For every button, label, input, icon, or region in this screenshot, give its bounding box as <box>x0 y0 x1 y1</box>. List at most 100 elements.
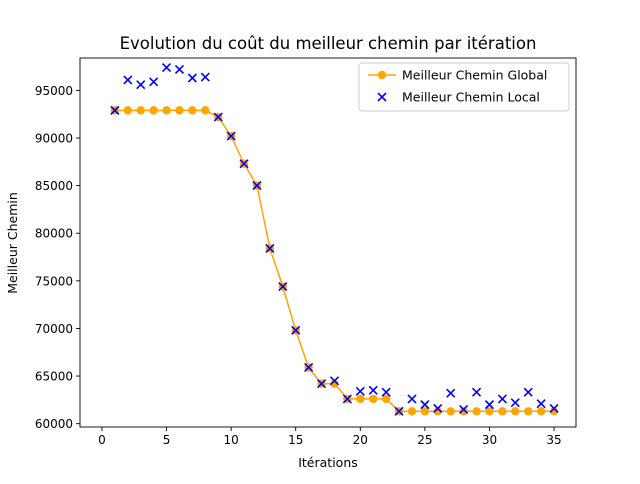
x-marker-stroke <box>549 403 559 413</box>
series-global-point <box>524 407 533 416</box>
y-tick-label: 65000 <box>35 370 73 384</box>
series-global-point <box>446 407 455 416</box>
x-marker-stroke <box>497 394 507 404</box>
series-local-point <box>239 159 249 169</box>
series-local-point <box>355 386 365 396</box>
legend-box <box>358 62 570 112</box>
x-marker-stroke <box>265 243 275 254</box>
series-global-point <box>536 407 546 416</box>
y-axis-label: Meilleur Chemin <box>5 192 20 294</box>
series-local-point <box>471 387 482 397</box>
x-marker-stroke <box>342 394 352 404</box>
x-tick-label: 15 <box>288 433 303 447</box>
x-axis-label: Itérations <box>298 455 358 470</box>
legend-local-marker <box>377 92 387 102</box>
series-local-point <box>252 181 262 191</box>
y-tick-label: 60000 <box>35 417 73 431</box>
x-marker-stroke <box>161 62 172 73</box>
series-global-point <box>136 106 145 115</box>
legend-global-marker <box>377 70 387 80</box>
x-marker-stroke <box>304 362 314 373</box>
x-marker-stroke <box>316 379 327 389</box>
x-marker-stroke <box>407 394 417 404</box>
x-marker-stroke <box>110 105 120 115</box>
series-global-point <box>201 106 210 115</box>
series-global-point <box>188 106 197 115</box>
series-local-point <box>110 105 120 115</box>
plot-area <box>110 62 559 416</box>
series-global-point <box>511 407 520 416</box>
series-local-point <box>407 394 417 404</box>
x-tick-label: 5 <box>163 433 171 447</box>
series-global-point <box>433 407 442 416</box>
x-tick-label: 0 <box>98 433 106 447</box>
series-local-point <box>291 325 301 335</box>
axes-frame <box>79 57 577 428</box>
series-global-point <box>162 106 171 115</box>
series-global-point <box>330 379 339 388</box>
x-marker-stroke <box>471 387 482 397</box>
series-local-point <box>149 77 159 87</box>
x-tick-label: 30 <box>482 433 497 447</box>
series-local-point <box>510 398 520 408</box>
x-marker-stroke <box>433 403 443 413</box>
chart-title: Evolution du coût du meilleur chemin par… <box>120 34 537 53</box>
x-marker-stroke <box>355 386 365 396</box>
x-marker-stroke <box>536 399 546 409</box>
x-marker-stroke <box>123 75 133 85</box>
series-local-point <box>123 75 133 85</box>
series-local-point <box>278 281 288 292</box>
x-marker-stroke <box>252 181 262 191</box>
x-marker-stroke <box>187 73 197 83</box>
x-marker-stroke <box>459 404 469 414</box>
x-marker-stroke <box>174 64 185 74</box>
series-global-point <box>459 407 468 416</box>
x-marker-stroke <box>149 77 159 87</box>
x-marker-stroke <box>394 406 404 416</box>
legend-global-label: Meilleur Chemin Global <box>402 68 547 83</box>
legend-item-local: Meilleur Chemin Local <box>377 90 540 105</box>
series-local-point <box>484 400 495 410</box>
series-local-point <box>459 404 469 414</box>
series-global-point <box>381 394 391 404</box>
series-local-point <box>213 112 223 122</box>
series-local-point <box>549 403 559 413</box>
series-global-point <box>485 407 494 416</box>
x-marker-stroke <box>484 400 495 410</box>
series-local-point <box>368 385 378 395</box>
y-tick-label: 80000 <box>35 227 73 241</box>
x-marker-stroke <box>278 281 288 292</box>
legend-item-global: Meilleur Chemin Global <box>368 68 547 83</box>
legend-local-label: Meilleur Chemin Local <box>402 90 540 105</box>
series-local-point <box>536 399 546 409</box>
series-local-point <box>420 400 430 410</box>
series-local-point <box>394 406 404 416</box>
x-tick-label: 25 <box>417 433 432 447</box>
series-local-point <box>497 394 507 404</box>
series-global-point <box>549 407 559 416</box>
series-local-point <box>433 403 443 413</box>
series-local-point <box>446 388 456 398</box>
y-tick-label: 70000 <box>35 322 73 336</box>
series-global-point <box>356 394 365 404</box>
x-marker-stroke <box>377 92 387 102</box>
series-local-point <box>304 362 314 373</box>
series-local-point <box>174 64 185 74</box>
y-tick-label: 90000 <box>35 131 73 145</box>
series-local-point <box>200 72 210 82</box>
x-marker-stroke <box>510 398 520 408</box>
x-marker-stroke <box>213 112 223 122</box>
series-local-point <box>136 80 146 90</box>
series-local-point <box>265 243 275 254</box>
y-tick-label: 85000 <box>35 179 73 193</box>
x-tick-label: 35 <box>546 433 561 447</box>
series-local-point <box>381 387 391 397</box>
legend: Meilleur Chemin Global Meilleur Chemin Lo… <box>358 62 570 112</box>
series-local-point <box>329 376 340 386</box>
series-global-point <box>369 394 378 404</box>
x-marker-stroke <box>291 325 301 335</box>
x-marker-stroke <box>381 387 391 397</box>
series-local-point <box>226 131 236 141</box>
axes: 0 5 10 15 20 25 30 35 60000 65000 70000 75000 80000 8… <box>35 57 577 447</box>
